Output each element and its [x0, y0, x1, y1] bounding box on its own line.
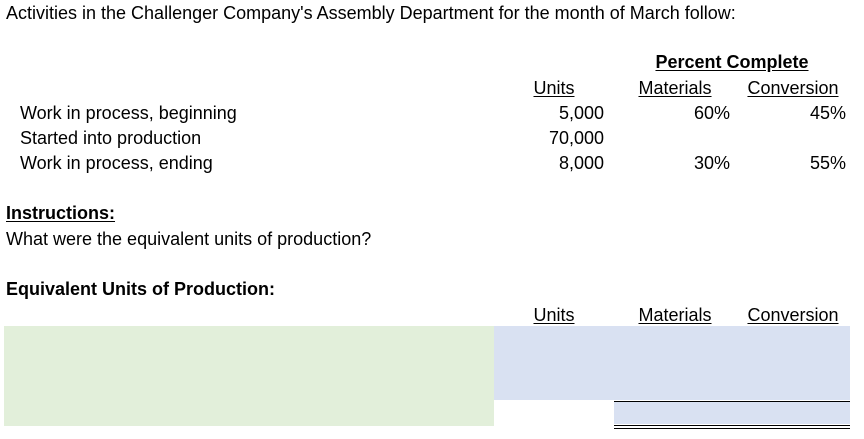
row-label: Started into production	[20, 128, 202, 148]
instructions-heading: Instructions:	[6, 203, 116, 223]
row-units: 5,000	[558, 103, 604, 123]
intro-text: Activities in the Challenger Company's A…	[6, 3, 736, 23]
answer-materials-header: Materials	[638, 305, 712, 325]
answer-total-input-area[interactable]	[614, 402, 850, 424]
answer-values-input-area[interactable]	[494, 326, 850, 400]
total-top-rule	[614, 401, 850, 402]
conversion-column-header: Conversion	[747, 78, 839, 98]
answer-label-input-area[interactable]	[4, 326, 494, 426]
row-label: Work in process, ending	[20, 153, 213, 173]
row-units: 8,000	[558, 153, 604, 173]
row-conversion-percent: 45%	[809, 103, 846, 123]
row-materials-percent: 60%	[693, 103, 730, 123]
materials-column-header: Materials	[638, 78, 712, 98]
equivalent-units-heading: Equivalent Units of Production:	[6, 279, 275, 299]
total-double-rule-2	[614, 428, 850, 429]
row-conversion-percent: 55%	[809, 153, 846, 173]
row-units: 70,000	[548, 128, 604, 148]
row-label: Work in process, beginning	[20, 103, 237, 123]
row-materials-percent: 30%	[693, 153, 730, 173]
instructions-question: What were the equivalent units of produc…	[6, 229, 372, 249]
percent-complete-header: Percent Complete	[655, 52, 809, 72]
units-column-header: Units	[533, 78, 575, 98]
answer-conversion-header: Conversion	[747, 305, 839, 325]
total-double-rule-1	[614, 425, 850, 426]
answer-units-header: Units	[533, 305, 575, 325]
